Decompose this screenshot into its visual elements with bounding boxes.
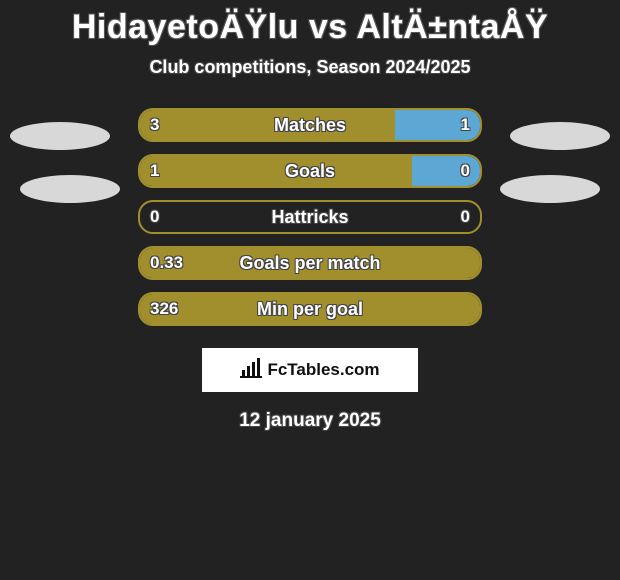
stat-fill-left xyxy=(140,294,480,324)
stat-row: Goals per match0.33 xyxy=(0,246,620,292)
stat-val-left: 3 xyxy=(150,110,159,140)
stat-val-left: 326 xyxy=(150,294,178,324)
stat-bars: Matches31Goals10Hattricks00Goals per mat… xyxy=(0,108,620,338)
stat-row: Min per goal326 xyxy=(0,292,620,338)
date-text: 12 january 2025 xyxy=(0,410,620,432)
stat-val-right: 1 xyxy=(461,110,470,140)
stat-row: Hattricks0 0 xyxy=(0,200,620,246)
stat-fill-left xyxy=(140,248,480,278)
stat-track: Goals10 xyxy=(138,154,482,188)
stat-track: Matches31 xyxy=(138,108,482,142)
stat-track: Goals per match0.33 xyxy=(138,246,482,280)
stat-val-left: 0 xyxy=(150,202,159,232)
stat-fill-left xyxy=(140,110,395,140)
stat-row: Goals10 xyxy=(0,154,620,200)
stat-val-left: 0.33 xyxy=(150,248,183,278)
stat-track: Hattricks0 0 xyxy=(138,200,482,234)
stat-val-right: 0 xyxy=(461,202,470,232)
brand-text: FcTables.com xyxy=(267,360,379,380)
stat-val-left: 1 xyxy=(150,156,159,186)
stat-fill-left xyxy=(140,156,412,186)
stat-row: Matches31 xyxy=(0,108,620,154)
stat-val-right: 0 xyxy=(461,156,470,186)
page-subtitle: Club competitions, Season 2024/2025 xyxy=(0,57,620,78)
stat-track: Min per goal326 xyxy=(138,292,482,326)
stat-label: Hattricks xyxy=(140,202,480,232)
chart-icon xyxy=(240,358,262,383)
brand-box: FcTables.com xyxy=(202,348,418,392)
page-title: HidayetoÄŸlu vs AltÄ±ntaÅŸ xyxy=(0,8,620,47)
